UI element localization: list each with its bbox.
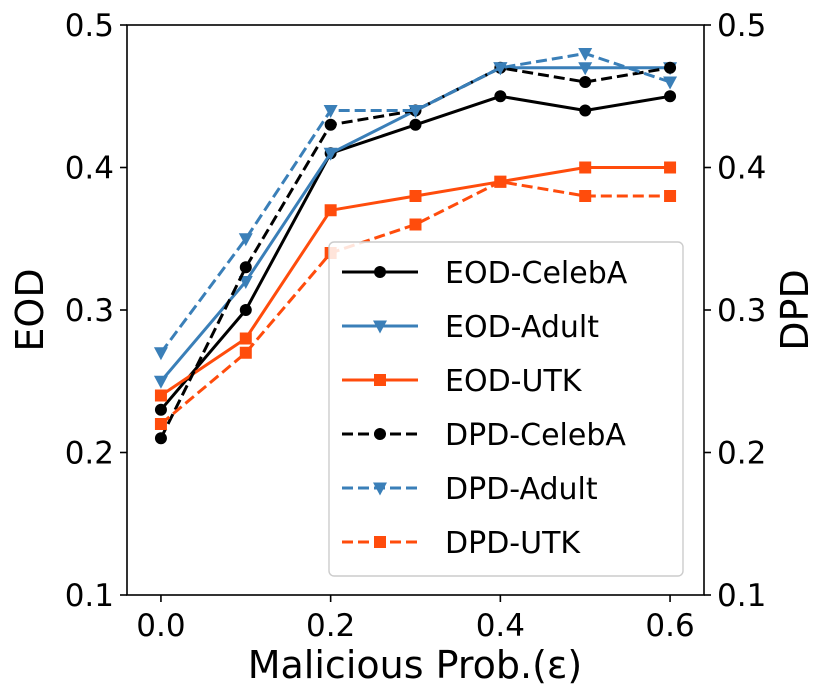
y-tick-label-left: 0.3 <box>65 293 114 329</box>
series-dpd-utk <box>154 175 677 430</box>
series-layer <box>153 48 678 445</box>
data-point <box>323 105 338 118</box>
legend-marker <box>374 428 386 440</box>
series-dpd-adult <box>153 48 678 361</box>
data-point <box>154 403 167 416</box>
legend-entry-eod-utk: EOD-UTK <box>342 364 583 399</box>
legend-label: DPD-UTK <box>445 526 581 561</box>
data-point <box>408 105 423 118</box>
data-point <box>664 161 677 174</box>
data-point <box>579 104 592 117</box>
data-point <box>324 204 337 217</box>
legend-label: EOD-Adult <box>445 310 599 345</box>
data-point <box>409 218 422 231</box>
y-tick-label-left: 0.2 <box>65 436 114 472</box>
legend: EOD-CelebA EOD-Adult EOD-UTK DPD-CelebA DPD-… <box>328 241 684 577</box>
x-axis-label: Malicious Prob.(ε) <box>248 643 583 687</box>
y-axis-label-left: EOD <box>8 268 52 351</box>
data-point <box>493 62 508 76</box>
data-point <box>663 76 678 90</box>
legend-marker <box>374 536 386 548</box>
legend-marker <box>373 320 387 334</box>
legend-entry-dpd-utk: DPD-UTK <box>342 526 581 561</box>
data-point <box>579 161 592 174</box>
data-point <box>664 190 677 202</box>
data-point <box>409 190 422 202</box>
ticks-layer: 0.0 0.2 0.4 0.6 0.1 0.2 0.3 0.4 0.5 0.1 0.2 0.3 0.4 0… <box>65 8 767 644</box>
y-tick-label-right: 0.1 <box>717 578 766 614</box>
data-point <box>664 90 677 103</box>
legend-label: EOD-UTK <box>445 364 583 399</box>
legend-label: EOD-CelebA <box>445 256 628 291</box>
data-point <box>579 76 592 88</box>
y-tick-label-left: 0.4 <box>65 151 114 187</box>
data-point <box>239 332 252 345</box>
y-tick-label-right: 0.3 <box>717 293 766 329</box>
data-point <box>494 175 507 188</box>
y-tick-label-left: 0.1 <box>65 578 114 614</box>
y-tick-label-right: 0.2 <box>717 436 766 472</box>
data-point <box>324 118 337 131</box>
data-point <box>153 375 168 389</box>
legend-marker <box>373 482 387 496</box>
legend-entry-dpd-celeba: DPD-CelebA <box>342 418 626 453</box>
data-point <box>239 304 252 316</box>
legend-entry-eod-celeba: EOD-CelebA <box>342 256 628 291</box>
legend-label: DPD-CelebA <box>445 418 626 453</box>
x-tick-label: 0.0 <box>136 608 185 644</box>
data-point <box>239 261 252 274</box>
data-point <box>154 389 167 402</box>
legend-entry-eod-adult: EOD-Adult <box>342 310 599 345</box>
x-tick-label: 0.4 <box>476 608 525 644</box>
legend-label: DPD-Adult <box>445 472 598 507</box>
data-point <box>579 190 592 202</box>
data-point <box>578 48 593 61</box>
y-tick-label-left: 0.5 <box>65 8 114 44</box>
y-axis-label-right: DPD <box>773 269 817 350</box>
data-point <box>409 118 422 131</box>
data-point <box>238 276 253 289</box>
legend-marker <box>374 266 386 278</box>
data-point <box>238 233 253 247</box>
data-point <box>664 61 677 74</box>
data-point <box>239 346 252 359</box>
data-point <box>494 90 507 103</box>
data-point <box>154 432 167 445</box>
x-tick-label: 0.2 <box>306 608 355 644</box>
y-tick-label-right: 0.4 <box>717 151 766 187</box>
legend-marker <box>374 374 386 386</box>
x-tick-label: 0.6 <box>645 608 694 644</box>
data-point <box>154 418 167 430</box>
data-point <box>323 147 338 161</box>
data-point <box>153 347 168 361</box>
legend-entry-dpd-adult: DPD-Adult <box>342 472 598 507</box>
data-point <box>578 62 593 76</box>
y-tick-label-right: 0.5 <box>717 8 766 44</box>
